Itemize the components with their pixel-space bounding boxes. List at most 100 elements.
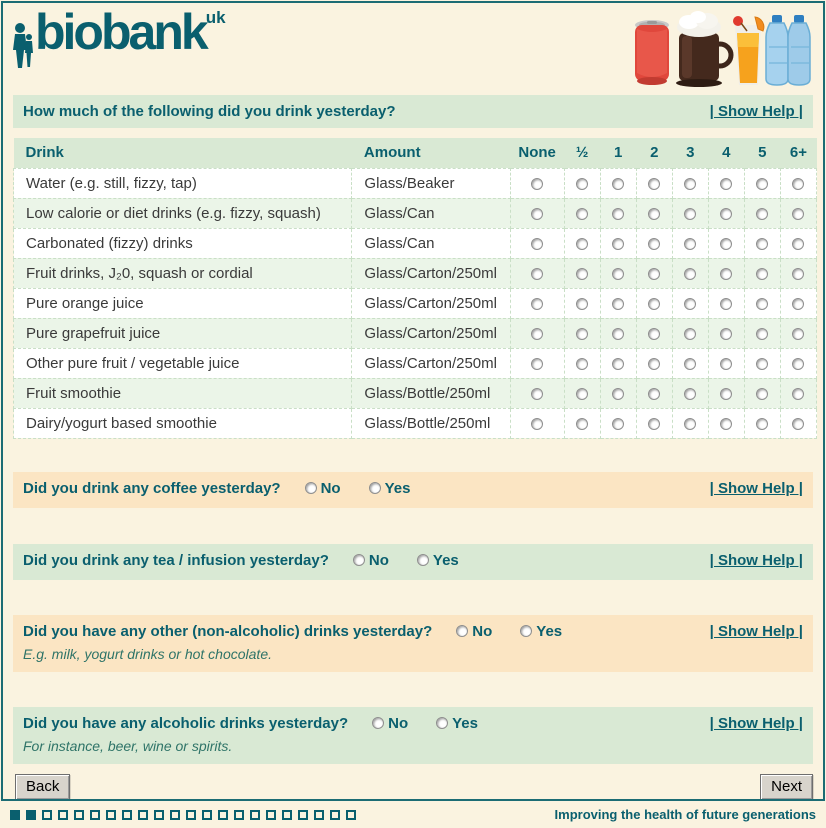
- amount-radio[interactable]: [792, 207, 805, 220]
- tea-yes-radio[interactable]: [416, 554, 429, 566]
- alcohol-no-radio[interactable]: [372, 717, 385, 729]
- amount-radio[interactable]: [648, 207, 661, 220]
- amount-radio[interactable]: [531, 417, 544, 430]
- amount-radio[interactable]: [612, 177, 625, 190]
- amount-radio[interactable]: [756, 387, 769, 400]
- radio-cell: [743, 377, 781, 409]
- amount-radio[interactable]: [576, 207, 589, 220]
- hot-chocolate-mug-icon: [676, 11, 734, 87]
- amount-radio[interactable]: [531, 177, 544, 190]
- amount-radio[interactable]: [648, 387, 661, 400]
- amount-radio[interactable]: [531, 357, 544, 370]
- amount-radio[interactable]: [684, 177, 697, 190]
- amount-radio[interactable]: [531, 267, 544, 280]
- amount-radio[interactable]: [612, 237, 625, 250]
- next-button[interactable]: Next: [760, 773, 813, 799]
- amount-radio[interactable]: [684, 207, 697, 220]
- amount-radio[interactable]: [531, 387, 544, 400]
- tea-no-option[interactable]: No: [352, 552, 389, 569]
- amount-radio[interactable]: [684, 327, 697, 340]
- amount-radio[interactable]: [684, 267, 697, 280]
- amount-radio[interactable]: [720, 417, 733, 430]
- amount-radio[interactable]: [756, 267, 769, 280]
- nonalc-yes-radio[interactable]: [520, 625, 533, 637]
- nonalc-no-option[interactable]: No: [456, 623, 492, 640]
- amount-radio[interactable]: [531, 297, 544, 310]
- coffee-yes-option[interactable]: Yes: [368, 480, 410, 497]
- show-help-link-alcohol[interactable]: | Show Help |: [709, 714, 803, 732]
- amount-radio[interactable]: [720, 267, 733, 280]
- amount-radio[interactable]: [684, 297, 697, 310]
- amount-radio[interactable]: [684, 237, 697, 250]
- no-label: No: [388, 714, 409, 732]
- amount-radio[interactable]: [792, 357, 805, 370]
- amount-radio[interactable]: [648, 177, 661, 190]
- nonalc-yes-option[interactable]: Yes: [520, 623, 562, 640]
- amount-radio[interactable]: [792, 267, 805, 280]
- coffee-yes-radio[interactable]: [368, 482, 381, 494]
- amount-radio[interactable]: [720, 177, 733, 190]
- amount-radio[interactable]: [576, 327, 589, 340]
- amount-radio[interactable]: [648, 327, 661, 340]
- amount-radio[interactable]: [756, 177, 769, 190]
- amount-radio[interactable]: [612, 327, 625, 340]
- amount-radio[interactable]: [576, 177, 589, 190]
- amount-radio[interactable]: [531, 327, 544, 340]
- amount-radio[interactable]: [576, 237, 589, 250]
- amount-radio[interactable]: [612, 417, 625, 430]
- amount-radio[interactable]: [792, 297, 805, 310]
- tea-no-radio[interactable]: [352, 554, 365, 566]
- amount-radio[interactable]: [756, 327, 769, 340]
- amount-radio[interactable]: [648, 357, 661, 370]
- coffee-no-option[interactable]: No: [304, 480, 341, 497]
- amount-radio[interactable]: [648, 267, 661, 280]
- alcohol-yes-option[interactable]: Yes: [436, 715, 478, 732]
- show-help-link-nonalc[interactable]: | Show Help |: [709, 622, 803, 640]
- amount-radio[interactable]: [792, 177, 805, 190]
- amount-radio[interactable]: [576, 267, 589, 280]
- amount-radio[interactable]: [612, 357, 625, 370]
- amount-radio[interactable]: [648, 297, 661, 310]
- amount-radio[interactable]: [756, 237, 769, 250]
- amount-radio[interactable]: [531, 207, 544, 220]
- show-help-link-tea[interactable]: | Show Help |: [709, 551, 803, 569]
- amount-radio[interactable]: [792, 417, 805, 430]
- amount-radio[interactable]: [684, 387, 697, 400]
- alcohol-yes-radio[interactable]: [436, 717, 449, 729]
- alcohol-no-option[interactable]: No: [372, 715, 408, 732]
- amount-radio[interactable]: [648, 237, 661, 250]
- amount-radio[interactable]: [720, 297, 733, 310]
- coffee-no-radio[interactable]: [304, 482, 317, 494]
- amount-radio[interactable]: [576, 297, 589, 310]
- amount-radio[interactable]: [720, 237, 733, 250]
- amount-radio[interactable]: [612, 297, 625, 310]
- back-button[interactable]: Back: [15, 773, 71, 799]
- amount-radio[interactable]: [720, 327, 733, 340]
- radio-cell: [599, 197, 637, 229]
- nonalc-no-radio[interactable]: [456, 625, 469, 637]
- amount-radio[interactable]: [648, 417, 661, 430]
- amount-radio[interactable]: [792, 327, 805, 340]
- amount-radio[interactable]: [612, 387, 625, 400]
- amount-radio[interactable]: [612, 207, 625, 220]
- amount-radio[interactable]: [792, 237, 805, 250]
- amount-radio[interactable]: [576, 387, 589, 400]
- amount-radio[interactable]: [684, 357, 697, 370]
- amount-radio[interactable]: [756, 207, 769, 220]
- tea-yes-option[interactable]: Yes: [416, 552, 459, 569]
- table-row: Dairy/yogurt based smoothie Glass/Bottle/…: [12, 407, 818, 439]
- amount-radio[interactable]: [576, 417, 589, 430]
- amount-radio[interactable]: [720, 357, 733, 370]
- amount-radio[interactable]: [720, 207, 733, 220]
- show-help-link-coffee[interactable]: | Show Help |: [709, 479, 803, 497]
- amount-radio[interactable]: [684, 417, 697, 430]
- amount-radio[interactable]: [720, 387, 733, 400]
- amount-radio[interactable]: [756, 297, 769, 310]
- amount-radio[interactable]: [756, 357, 769, 370]
- show-help-link-intro[interactable]: | Show Help |: [709, 103, 803, 120]
- amount-radio[interactable]: [756, 417, 769, 430]
- amount-radio[interactable]: [576, 357, 589, 370]
- amount-radio[interactable]: [612, 267, 625, 280]
- amount-radio[interactable]: [792, 387, 805, 400]
- amount-radio[interactable]: [531, 237, 544, 250]
